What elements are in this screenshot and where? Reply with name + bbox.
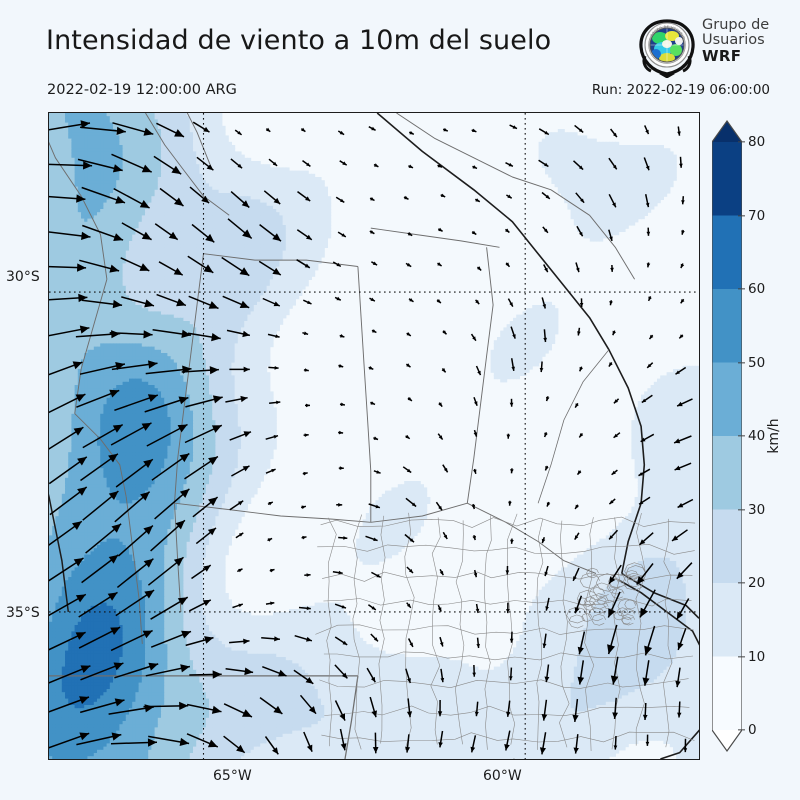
map-canvas	[49, 113, 699, 759]
wind-speed-field	[49, 113, 699, 759]
colorbar-tick-label: 40	[748, 428, 765, 444]
district-boundaries	[315, 512, 696, 759]
colorbar-tick-mark	[738, 655, 745, 658]
colorbar-tick-mark	[738, 582, 745, 584]
colorbar-tick-mark	[738, 435, 745, 437]
colorbar-tick-mark	[738, 729, 745, 731]
colorbar-tick-label: 70	[748, 208, 765, 224]
axis-label-lat-30: 30°S	[6, 269, 40, 285]
valid-time-label: 2022-02-19 12:00:00 ARG	[47, 82, 237, 98]
colorbar-tick-mark	[738, 288, 745, 290]
colorbar-tick-label: 60	[748, 281, 765, 297]
axis-label-lon-60: 60°W	[483, 768, 522, 784]
page-title: Intensidad de viento a 10m del suelo	[46, 25, 551, 56]
colorbar-tick-label: 0	[748, 722, 757, 738]
colorbar-tick-label: 20	[748, 575, 765, 591]
colorbar-tick-mark	[738, 141, 745, 143]
gridlines	[49, 113, 699, 759]
colorbar-tick-label: 50	[748, 355, 765, 371]
wrf-user-group-seal-icon: GRUPO DE USUARIOS WRF	[636, 16, 695, 78]
axis-label-lat-35: 35°S	[6, 605, 40, 621]
colorbar-tick-mark	[738, 508, 745, 511]
logo: GRUPO DE USUARIOS WRF Grupo de Usuarios …	[636, 16, 786, 78]
colorbar-gradient	[712, 119, 742, 753]
colorbar-tick-label: 80	[748, 134, 765, 150]
logo-line-2: Usuarios	[702, 32, 769, 48]
logo-text: Grupo de Usuarios WRF	[702, 17, 769, 65]
run-time-label: Run: 2022-02-19 06:00:00	[592, 82, 770, 98]
wind-speed-map[interactable]	[48, 112, 700, 760]
logo-line-3: WRF	[702, 48, 769, 65]
colorbar-tick-label: 30	[748, 502, 765, 518]
colorbar[interactable]: km/h 0 10 20 30 40 50 60 70 80	[712, 112, 782, 760]
logo-line-1: Grupo de	[702, 17, 769, 33]
colorbar-tick-mark	[738, 214, 745, 217]
colorbar-tick-label: 10	[748, 649, 765, 665]
colorbar-tick-mark	[738, 361, 745, 364]
axis-label-lon-65: 65°W	[213, 768, 252, 784]
wind-vector-field	[49, 120, 694, 755]
colorbar-unit-label: km/h	[766, 418, 782, 453]
